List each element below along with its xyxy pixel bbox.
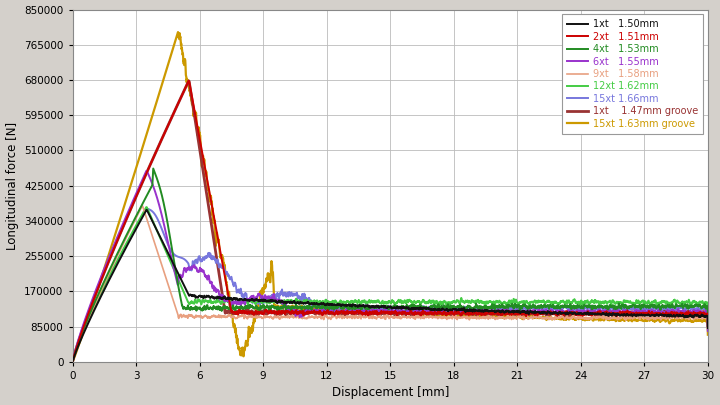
- Legend: 1xt   1.50mm, 2xt   1.51mm, 4xt   1.53mm, 6xt   1.55mm, 9xt   1.58mm, 12xt 1.62m: 1xt 1.50mm, 2xt 1.51mm, 4xt 1.53mm, 6xt …: [562, 15, 703, 134]
- Line: 6xt   1.55mm: 6xt 1.55mm: [73, 171, 708, 361]
- 15xt 1.66mm: [623, 306, 631, 311]
- 6xt   1.55mm: [340, 309, 348, 314]
- 2xt   1.51mm: [179, 91, 187, 96]
- 1xt   1.50mm: [340, 303, 348, 307]
- 1xt    1.47mm groove: [179, 91, 187, 96]
- 15xt 1.63mm groove: [174, 30, 182, 34]
- 2xt   1.51mm: [68, 359, 77, 364]
- 4xt   1.53mm: [140, 197, 149, 202]
- 4xt   1.53mm: [149, 166, 158, 171]
- 9xt   1.58mm: [179, 314, 187, 319]
- Line: 2xt   1.51mm: 2xt 1.51mm: [73, 81, 708, 362]
- 9xt   1.58mm: [138, 203, 147, 208]
- 2xt   1.51mm: [623, 309, 631, 314]
- 15xt 1.63mm groove: [140, 137, 149, 142]
- 15xt 1.63mm groove: [179, 51, 187, 56]
- 1xt   1.50mm: [312, 301, 320, 306]
- 9xt   1.58mm: [691, 315, 700, 320]
- 1xt    1.47mm groove: [184, 79, 193, 83]
- 12xt 1.62mm: [623, 299, 631, 304]
- 1xt   1.50mm: [140, 210, 149, 215]
- 6xt   1.55mm: [68, 359, 77, 364]
- 6xt   1.55mm: [140, 172, 149, 177]
- 15xt 1.66mm: [703, 328, 712, 333]
- 1xt   1.50mm: [623, 312, 631, 317]
- 12xt 1.62mm: [703, 323, 712, 328]
- 4xt   1.53mm: [68, 359, 77, 364]
- 2xt   1.51mm: [691, 311, 700, 316]
- Line: 12xt 1.62mm: 12xt 1.62mm: [73, 207, 708, 361]
- Line: 15xt 1.63mm groove: 15xt 1.63mm groove: [73, 32, 708, 362]
- 15xt 1.63mm groove: [623, 318, 631, 322]
- 9xt   1.58mm: [141, 211, 150, 216]
- 4xt   1.53mm: [691, 303, 700, 308]
- 1xt   1.50mm: [68, 359, 77, 364]
- Line: 15xt 1.66mm: 15xt 1.66mm: [73, 209, 708, 361]
- 1xt    1.47mm groove: [623, 312, 631, 317]
- 2xt   1.51mm: [340, 309, 348, 313]
- Line: 4xt   1.53mm: 4xt 1.53mm: [73, 168, 708, 362]
- 9xt   1.58mm: [312, 314, 320, 319]
- 15xt 1.66mm: [179, 256, 187, 261]
- 15xt 1.63mm groove: [312, 307, 320, 312]
- 1xt   1.50mm: [703, 326, 712, 330]
- 1xt    1.47mm groove: [703, 323, 712, 328]
- 15xt 1.66mm: [312, 303, 320, 308]
- 1xt    1.47mm groove: [140, 174, 149, 179]
- 15xt 1.66mm: [68, 359, 77, 364]
- 2xt   1.51mm: [140, 174, 149, 179]
- 15xt 1.63mm groove: [691, 318, 700, 323]
- 1xt    1.47mm groove: [312, 309, 320, 314]
- 9xt   1.58mm: [623, 315, 631, 320]
- Line: 9xt   1.58mm: 9xt 1.58mm: [73, 206, 708, 362]
- 1xt   1.50mm: [179, 281, 187, 286]
- 1xt   1.50mm: [143, 207, 151, 212]
- 6xt   1.55mm: [312, 309, 320, 313]
- 12xt 1.62mm: [179, 288, 187, 293]
- 12xt 1.62mm: [340, 299, 348, 304]
- 2xt   1.51mm: [184, 79, 193, 83]
- 1xt    1.47mm groove: [340, 311, 348, 316]
- 12xt 1.62mm: [312, 300, 320, 305]
- 4xt   1.53mm: [340, 306, 348, 311]
- 6xt   1.55mm: [623, 308, 631, 313]
- 6xt   1.55mm: [179, 273, 187, 277]
- 15xt 1.63mm groove: [68, 359, 77, 364]
- 1xt    1.47mm groove: [68, 359, 77, 364]
- 1xt    1.47mm groove: [691, 311, 700, 315]
- 12xt 1.62mm: [140, 207, 149, 212]
- 15xt 1.66mm: [143, 206, 151, 211]
- 9xt   1.58mm: [68, 359, 77, 364]
- 12xt 1.62mm: [691, 301, 700, 305]
- 2xt   1.51mm: [703, 323, 712, 328]
- Line: 1xt    1.47mm groove: 1xt 1.47mm groove: [73, 81, 708, 362]
- 6xt   1.55mm: [143, 168, 151, 173]
- 15xt 1.66mm: [140, 209, 149, 214]
- 4xt   1.53mm: [703, 318, 712, 323]
- X-axis label: Displacement [mm]: Displacement [mm]: [331, 386, 449, 399]
- 4xt   1.53mm: [312, 306, 320, 311]
- Line: 1xt   1.50mm: 1xt 1.50mm: [73, 210, 708, 362]
- 1xt   1.50mm: [691, 312, 700, 317]
- 9xt   1.58mm: [703, 325, 712, 330]
- 15xt 1.63mm groove: [340, 307, 348, 312]
- Y-axis label: Longitudinal force [N]: Longitudinal force [N]: [6, 122, 19, 250]
- 15xt 1.66mm: [691, 307, 700, 311]
- 15xt 1.63mm groove: [703, 332, 712, 337]
- 12xt 1.62mm: [142, 205, 150, 209]
- 12xt 1.62mm: [68, 359, 77, 364]
- 6xt   1.55mm: [703, 328, 712, 333]
- 4xt   1.53mm: [179, 305, 187, 309]
- 4xt   1.53mm: [623, 305, 631, 310]
- 6xt   1.55mm: [691, 309, 700, 314]
- 2xt   1.51mm: [312, 309, 320, 314]
- 9xt   1.58mm: [340, 315, 348, 320]
- 15xt 1.66mm: [340, 305, 348, 310]
